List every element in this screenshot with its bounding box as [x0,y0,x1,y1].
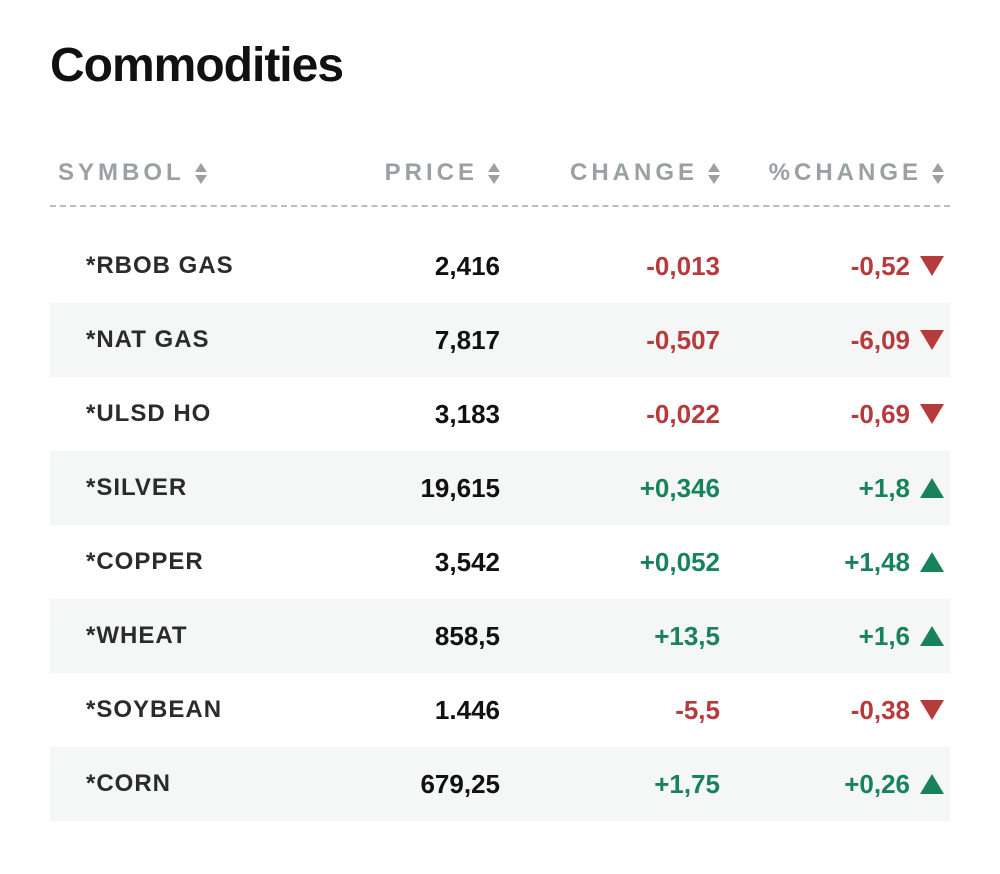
change-cell: -0,022 [646,399,720,429]
change-cell: +13,5 [654,621,720,651]
change-cell: -5,5 [675,695,720,725]
symbol-cell: *RBOB GAS [58,252,234,279]
change-cell: +1,75 [654,769,720,799]
triangle-up-icon [920,774,944,794]
price-cell: 3,542 [435,547,500,577]
price-cell: 7,817 [435,325,500,355]
table-row[interactable]: *CORN 679,25 +1,75 +0,26 [50,747,950,821]
percent-change-cell: -6,09 [851,325,910,356]
sort-icon [195,163,207,184]
price-cell: 679,25 [420,769,500,799]
percent-change-cell: -0,69 [851,399,910,430]
percent-change-cell: -0,38 [851,695,910,726]
change-cell: +0,346 [640,473,720,503]
table-row[interactable]: *WHEAT 858,5 +13,5 +1,6 [50,599,950,673]
column-header-label: PRICE [385,159,478,187]
price-cell: 858,5 [435,621,500,651]
triangle-down-icon [920,700,944,720]
change-cell: -0,013 [646,251,720,281]
symbol-cell: *SILVER [58,474,187,501]
triangle-down-icon [920,256,944,276]
change-cell: +0,052 [640,547,720,577]
column-header-percent-change[interactable]: %CHANGE [720,159,944,187]
symbol-cell: *ULSD HO [58,400,211,427]
triangle-down-icon [920,404,944,424]
page-title: Commodities [50,38,950,93]
change-cell: -0,507 [646,325,720,355]
sort-icon [488,163,500,184]
sort-icon [932,163,944,184]
table-row[interactable]: *SILVER 19,615 +0,346 +1,8 [50,451,950,525]
percent-change-cell: +1,6 [859,621,910,652]
table-body: *RBOB GAS 2,416 -0,013 -0,52 *NAT GAS 7,817 -0… [50,229,950,821]
symbol-cell: *NAT GAS [58,326,210,353]
percent-change-cell: +1,8 [859,473,910,504]
symbol-cell: *CORN [58,770,171,797]
table-row[interactable]: *ULSD HO 3,183 -0,022 -0,69 [50,377,950,451]
triangle-up-icon [920,478,944,498]
percent-change-cell: +1,48 [844,547,910,578]
column-header-symbol[interactable]: SYMBOL [58,159,207,187]
table-row[interactable]: *RBOB GAS 2,416 -0,013 -0,52 [50,229,950,303]
price-cell: 3,183 [435,399,500,429]
symbol-cell: *SOYBEAN [58,696,222,723]
triangle-up-icon [920,552,944,572]
sort-icon [708,163,720,184]
table-row[interactable]: *SOYBEAN 1.446 -5,5 -0,38 [50,673,950,747]
column-header-label: CHANGE [570,159,698,187]
column-header-price[interactable]: PRICE [310,159,500,187]
column-header-label: SYMBOL [58,159,185,187]
percent-change-cell: -0,52 [851,251,910,282]
percent-change-cell: +0,26 [844,769,910,800]
table-row[interactable]: *COPPER 3,542 +0,052 +1,48 [50,525,950,599]
price-cell: 1.446 [435,695,500,725]
table-row[interactable]: *NAT GAS 7,817 -0,507 -6,09 [50,303,950,377]
triangle-up-icon [920,626,944,646]
triangle-down-icon [920,330,944,350]
column-header-label: %CHANGE [769,159,922,187]
table-header-row: SYMBOL PRICE CHANGE [50,141,950,207]
price-cell: 2,416 [435,251,500,281]
column-header-change[interactable]: CHANGE [500,159,720,187]
price-cell: 19,615 [420,473,500,503]
commodities-widget: Commodities SYMBOL PRICE CHANGE [0,0,1000,821]
symbol-cell: *WHEAT [58,622,188,649]
symbol-cell: *COPPER [58,548,204,575]
